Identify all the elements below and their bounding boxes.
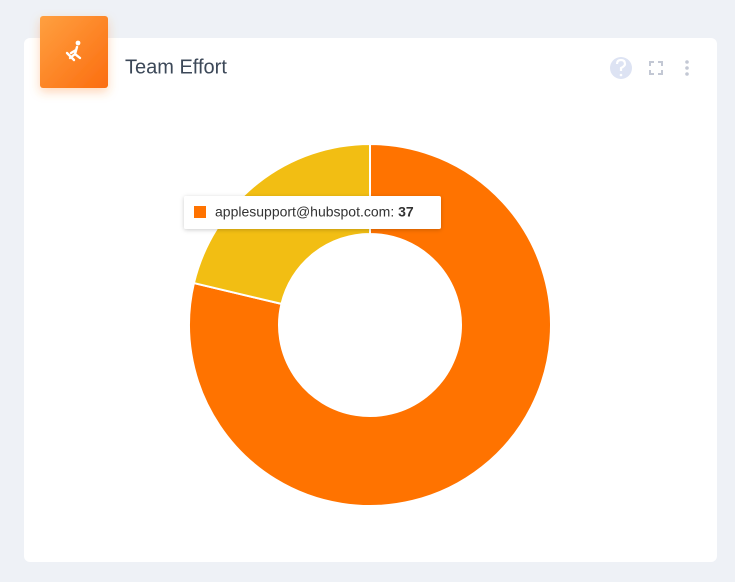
tooltip-value: 37	[398, 203, 414, 219]
chart-title: Team Effort	[125, 56, 227, 78]
icon-figure	[65, 40, 82, 62]
fullscreen-button[interactable]	[649, 61, 663, 75]
tooltip-box	[184, 196, 441, 229]
card	[24, 38, 717, 562]
help-button[interactable]	[610, 57, 632, 79]
tooltip-swatch	[194, 206, 206, 218]
tooltip-label: applesupport@hubspot.com:	[215, 203, 394, 219]
tooltip-text: applesupport@hubspot.com: 37	[215, 203, 414, 219]
donut-segment	[188, 143, 552, 507]
tooltip: applesupport@hubspot.com: 37	[184, 196, 441, 229]
menu-button[interactable]	[685, 60, 689, 76]
